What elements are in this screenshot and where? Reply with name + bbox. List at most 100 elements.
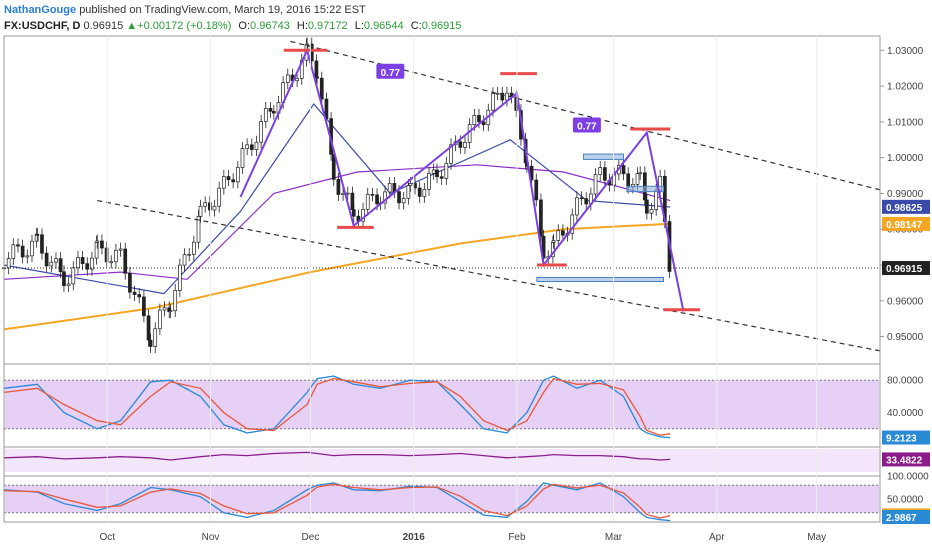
- candle-body: [579, 197, 584, 200]
- price-pane[interactable]: 0.77 0.77: [2, 37, 881, 353]
- oscillator-badge-label: 9.2123: [886, 434, 917, 445]
- candle-body: [621, 165, 626, 175]
- candle-body: [315, 76, 319, 79]
- candle-body: [54, 258, 58, 263]
- candle-body: [231, 179, 236, 183]
- price-badge-label: 0.98625: [886, 203, 923, 214]
- candle-body: [40, 234, 44, 254]
- x-tick-label: Feb: [508, 532, 526, 543]
- open-value: 0.96743: [250, 20, 290, 32]
- candle-body: [104, 247, 109, 263]
- candle-body: [401, 197, 406, 204]
- candle-body: [319, 77, 324, 100]
- candle-body: [439, 176, 444, 179]
- candle-body: [85, 263, 90, 270]
- candle-body: [25, 255, 30, 258]
- candle-body: [207, 202, 212, 211]
- candle-body: [114, 249, 118, 263]
- trendline: [290, 40, 881, 191]
- support-zone: [536, 277, 664, 282]
- change-up-icon: ▲: [126, 20, 138, 32]
- candle-body: [196, 215, 201, 243]
- candle-body: [109, 261, 114, 264]
- candle-body: [345, 192, 350, 195]
- candle-body: [158, 309, 162, 330]
- candle-body: [406, 185, 411, 199]
- oscillator-tick-label: 50.0000: [887, 495, 924, 506]
- oscillator-line: [3, 375, 671, 439]
- candle-body: [254, 141, 259, 150]
- candle-body: [268, 108, 273, 112]
- candle-body: [375, 194, 379, 205]
- candle-body: [556, 230, 561, 241]
- candle-body: [100, 240, 104, 249]
- candle-body: [324, 98, 329, 119]
- oscillator-badge-label: 2.9867: [886, 513, 917, 524]
- candle-body: [137, 294, 142, 298]
- candle-body: [383, 191, 387, 204]
- candle-body: [575, 197, 579, 216]
- candle-body: [118, 248, 123, 251]
- rsi-pane[interactable]: [3, 449, 879, 472]
- open-label: O:: [238, 20, 251, 32]
- candle-body: [146, 315, 151, 341]
- x-tick-label: Mar: [605, 532, 623, 543]
- candle-body: [30, 240, 34, 257]
- price-badge: [882, 199, 930, 214]
- candle-body: [128, 272, 132, 293]
- stochastic-rsi-pane[interactable]: [3, 482, 880, 522]
- low-label: L:: [354, 20, 364, 32]
- candle-body: [245, 144, 249, 149]
- candle-body: [148, 339, 153, 347]
- x-tick-label: 2016: [403, 532, 426, 543]
- candle-body: [495, 92, 500, 95]
- candle-body: [422, 189, 427, 197]
- price-badge-label: 0.96915: [886, 264, 923, 275]
- oscillator-tick-label: 80.0000: [887, 376, 924, 387]
- moving-average-line: [3, 222, 671, 331]
- candle-body: [626, 173, 631, 188]
- candle-body: [80, 257, 85, 264]
- price-change: +0.00172 (+0.18%): [137, 20, 232, 32]
- candle-body: [226, 176, 231, 181]
- x-tick-label: Dec: [302, 532, 320, 543]
- candle-body: [6, 258, 11, 269]
- candle-body: [541, 235, 546, 259]
- candle-body: [505, 92, 509, 101]
- oscillator-band: [5, 380, 879, 429]
- trendline: [97, 199, 881, 352]
- last-price: 0.96915: [83, 20, 124, 32]
- candle-body: [305, 43, 309, 46]
- candle-body: [408, 183, 413, 186]
- candle-body: [539, 199, 543, 237]
- axes: Oct Nov Dec 2016 Feb Mar Apr May 0.95000 0.96000 0…: [3, 35, 930, 543]
- oscillator-tick-label: 40.0000: [887, 408, 924, 419]
- candle-body: [477, 115, 481, 123]
- price-badge: [882, 216, 930, 231]
- candle-body: [62, 271, 66, 287]
- symbol-label[interactable]: FX:USDCHF, D: [4, 20, 81, 32]
- candle-body: [463, 142, 467, 148]
- candle-body: [417, 187, 422, 197]
- candle-body: [76, 257, 80, 269]
- ratio-label-box: [376, 63, 405, 79]
- publish-info: published on TradingView.com, March 19, …: [79, 4, 366, 16]
- y-tick-label: 1.01000: [887, 117, 924, 128]
- candle-body: [654, 189, 659, 210]
- stochastic-pane[interactable]: [3, 375, 880, 439]
- candle-body: [71, 267, 76, 285]
- candle-body: [240, 148, 245, 168]
- oscillator-badge-label: 33.4822: [886, 455, 923, 466]
- author-name[interactable]: NathanGouge: [4, 4, 77, 16]
- ratio-label: 0.77: [381, 68, 401, 79]
- x-tick-label: Oct: [99, 532, 115, 543]
- candle-body: [397, 191, 401, 204]
- candle-body: [336, 178, 341, 195]
- candle-body: [472, 115, 477, 125]
- candle-body: [593, 174, 598, 195]
- candle-body: [551, 240, 556, 243]
- oscillator-line: [3, 451, 671, 461]
- y-tick-label: 0.99000: [887, 189, 924, 200]
- low-value: 0.96544: [363, 20, 404, 32]
